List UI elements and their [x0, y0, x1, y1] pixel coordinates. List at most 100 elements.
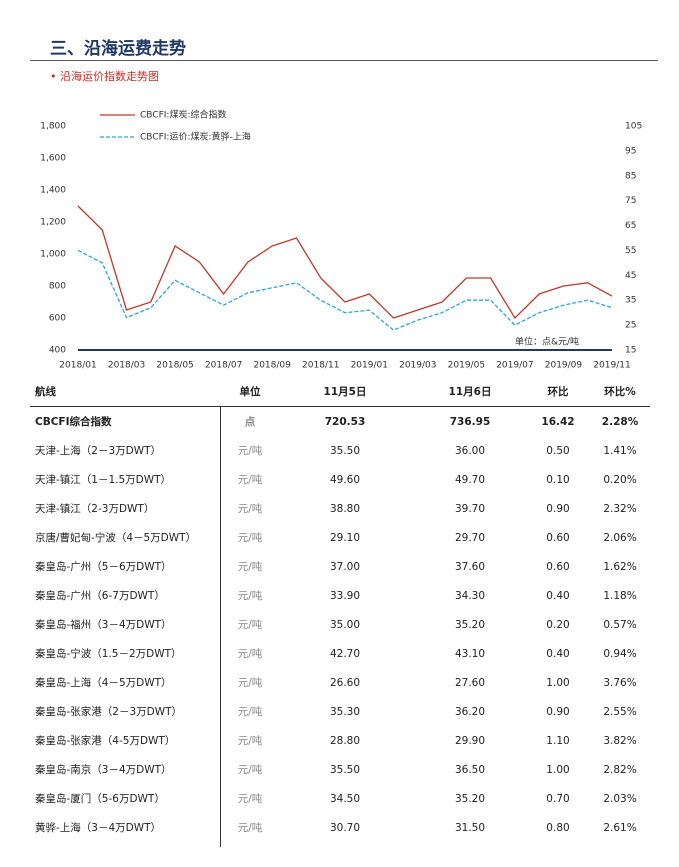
legend-label: CBCFI:煤炭:综合指数: [140, 109, 226, 121]
table-cell: 秦皇岛-南京（3－4万DWT）: [35, 764, 172, 776]
table-cell: 点: [244, 416, 256, 428]
table-cell: 30.70: [329, 822, 361, 834]
table-cell: 秦皇岛-宁波（1.5－2万DWT）: [35, 648, 182, 660]
table-cell: 36.50: [454, 764, 486, 776]
table-cell: 环比%: [604, 386, 636, 398]
table-cell: 0.50: [546, 445, 570, 457]
table-cell: 39.70: [454, 503, 486, 515]
table-cell: 0.94%: [603, 648, 637, 660]
table-cell: 元/吨: [237, 822, 263, 834]
table-cell: 37.00: [329, 561, 361, 573]
y-tick-label: 800: [49, 282, 66, 292]
table-cell: 元/吨: [237, 677, 263, 689]
table-cell: 秦皇岛-广州（6-7万DWT）: [35, 590, 165, 602]
table-cell: 2.06%: [603, 532, 637, 544]
y-tick-label: 400: [49, 346, 66, 356]
table-row: 天津-镇江（2-3万DWT） 元/吨 38.80 39.70 0.90 2.32%: [30, 495, 650, 524]
table-cell: 秦皇岛-上海（4－5万DWT）: [35, 677, 172, 689]
y2-tick-label: 95: [625, 146, 636, 156]
table-cell: 2.55%: [603, 706, 637, 718]
y2-tick-label: 25: [625, 321, 636, 331]
table-cell: 元/吨: [237, 793, 263, 805]
y2-tick-label: 85: [625, 171, 636, 181]
table-cell: 37.60: [454, 561, 486, 573]
table-cell: 0.57%: [603, 619, 637, 631]
table-cell: 35.00: [329, 619, 361, 631]
table-cell: 1.62%: [603, 561, 637, 573]
table-cell: 34.30: [454, 590, 486, 602]
table-cell: 29.70: [454, 532, 486, 544]
table-row: 京唐/曹妃甸-宁波（4－5万DWT） 元/吨 29.10 29.70 0.60 2.06%: [30, 524, 650, 553]
table-cell: 元/吨: [237, 764, 263, 776]
table-row: 秦皇岛-上海（4－5万DWT） 元/吨 26.60 27.60 1.00 3.76%: [30, 669, 650, 698]
table-cell: 元/吨: [237, 532, 263, 544]
table-cell: 29.10: [329, 532, 361, 544]
table-cell: 0.60: [546, 532, 570, 544]
table-cell: 环比: [547, 386, 569, 398]
x-tick-label: 2019/09: [545, 361, 583, 371]
table-cell: 元/吨: [237, 648, 263, 660]
y2-tick-label: 15: [625, 346, 636, 356]
y2-tick-label: 45: [625, 271, 636, 281]
series-line: [77, 249, 613, 331]
table-cell: 1.00: [546, 677, 570, 689]
table-row: 秦皇岛-福州（3－4万DWT） 元/吨 35.00 35.20 0.20 0.57%: [30, 611, 650, 640]
legend-label: CBCFI:运价:煤炭:黄骅-上海: [140, 131, 251, 143]
table-cell: 天津-镇江（2-3万DWT）: [35, 503, 155, 515]
table-cell: 38.80: [329, 503, 361, 515]
table-cell: 2.61%: [603, 822, 637, 834]
table-cell: 49.60: [329, 474, 361, 486]
table-cell: 秦皇岛-福州（3－4万DWT）: [35, 619, 172, 631]
table-cell: 1.18%: [603, 590, 637, 602]
table-row: 天津-镇江（1－1.5万DWT） 元/吨 49.60 49.70 0.10 0.20%: [30, 466, 650, 495]
table-cell: 天津-上海（2－3万DWT）: [35, 445, 162, 457]
table-cell: 28.80: [329, 735, 361, 747]
table-cell: 秦皇岛-广州（5－6万DWT）: [35, 561, 172, 573]
table-cell: 3.82%: [603, 735, 637, 747]
table-row: 秦皇岛-张家港（2－3万DWT） 元/吨 35.30 36.20 0.90 2.55%: [30, 698, 650, 727]
table: 航线 单位 11月5日 11月6日 环比 环比% CBCFI综合指数 点 720.53 736.9…: [30, 378, 650, 848]
table-row: 航线 单位 11月5日 11月6日 环比 环比%: [30, 378, 650, 407]
table-row: CBCFI综合指数 点 720.53 736.95 16.42 2.28%: [30, 408, 650, 437]
table-cell: CBCFI综合指数: [35, 416, 112, 428]
x-tick-label: 2018/03: [108, 361, 145, 371]
table-cell: 0.40: [546, 590, 570, 602]
table-cell: 秦皇岛-张家港（2－3万DWT）: [35, 706, 183, 718]
table-cell: 0.20%: [603, 474, 637, 486]
x-tick-label: 2018/01: [59, 361, 96, 371]
table-cell: 元/吨: [237, 706, 263, 718]
table-cell: 35.30: [329, 706, 361, 718]
table-cell: 1.41%: [603, 445, 637, 457]
x-tick-label: 2019/07: [496, 361, 533, 371]
table-cell: 2.28%: [601, 416, 639, 428]
table-cell: 42.70: [329, 648, 361, 660]
x-tick-label: 2019/05: [448, 361, 485, 371]
table-row: 秦皇岛-广州（6-7万DWT） 元/吨 33.90 34.30 0.40 1.18%: [30, 582, 650, 611]
table-row: 黄骅-上海（3－4万DWT） 元/吨 30.70 31.50 0.80 2.61%: [30, 814, 650, 843]
table-cell: 元/吨: [237, 619, 263, 631]
y2-tick-label: 35: [625, 296, 636, 306]
table-cell: 元/吨: [237, 735, 263, 747]
title-rule: [30, 60, 658, 61]
y-tick-label: 1,600: [40, 154, 66, 164]
x-tick-label: 2018/07: [205, 361, 242, 371]
y2-tick-label: 75: [625, 196, 636, 206]
table-cell: 31.50: [454, 822, 486, 834]
table-cell: 0.10: [546, 474, 570, 486]
table-cell: 元/吨: [237, 590, 263, 602]
table-cell: 34.50: [329, 793, 361, 805]
table-cell: 35.20: [454, 619, 486, 631]
table-cell: 1.00: [546, 764, 570, 776]
table-cell: 秦皇岛-张家港（4-5万DWT）: [35, 735, 176, 747]
y2-tick-label: 65: [625, 221, 636, 231]
table-row: 秦皇岛-张家港（4-5万DWT） 元/吨 28.80 29.90 1.10 3.82%: [30, 727, 650, 756]
column-divider: [220, 407, 221, 847]
subtitle: • 沿海运价指数走势图: [50, 70, 159, 83]
table-cell: 16.42: [541, 416, 575, 428]
y-tick-label: 1,800: [40, 122, 66, 132]
table-cell: 2.82%: [603, 764, 637, 776]
table-cell: 36.00: [454, 445, 486, 457]
table-cell: 0.70: [546, 793, 570, 805]
chart: 400 600 800 1,000 1,200 1,400 1,600 1,800 15 25 35…: [40, 109, 642, 371]
